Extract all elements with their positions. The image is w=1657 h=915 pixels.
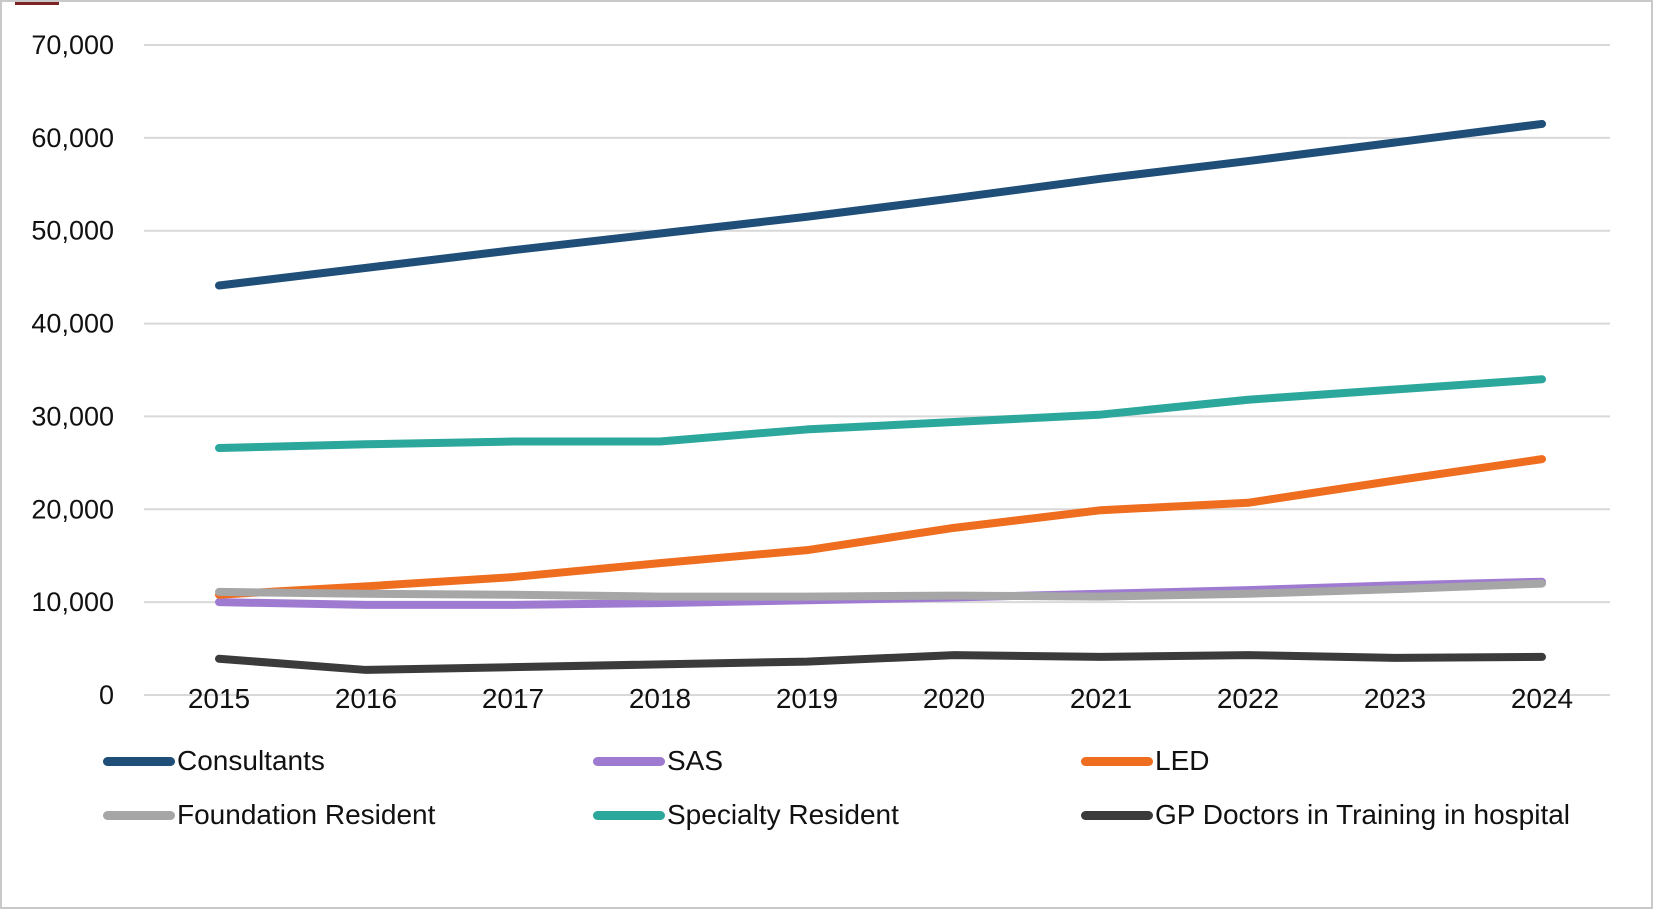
series-line-gp-doctors-in-training-in-hospital	[215, 651, 1546, 674]
series-line-consultants	[215, 119, 1546, 290]
x-tick-label: 2019	[776, 683, 838, 714]
series-line-foundation-resident	[215, 579, 1546, 601]
y-tick-label: 40,000	[31, 309, 114, 339]
x-tick-label: 2016	[335, 683, 397, 714]
x-tick-label: 2023	[1364, 683, 1426, 714]
x-tick-label: 2018	[629, 683, 691, 714]
y-tick-label: 50,000	[31, 216, 114, 246]
y-tick-label: 0	[99, 680, 114, 710]
y-tick-label: 10,000	[31, 587, 114, 617]
x-tick-label: 2015	[188, 683, 250, 714]
series-line-led	[215, 455, 1546, 599]
x-tick-label: 2021	[1070, 683, 1132, 714]
top-edge-artifact	[15, 2, 59, 5]
y-tick-label: 70,000	[31, 30, 114, 60]
y-tick-label: 20,000	[31, 494, 114, 524]
x-tick-label: 2017	[482, 683, 544, 714]
y-tick-label: 60,000	[31, 123, 114, 153]
series-line-specialty-resident	[215, 375, 1546, 452]
x-tick-label: 2020	[923, 683, 985, 714]
x-tick-label: 2024	[1511, 683, 1573, 714]
x-tick-label: 2022	[1217, 683, 1279, 714]
y-tick-label: 30,000	[31, 401, 114, 431]
